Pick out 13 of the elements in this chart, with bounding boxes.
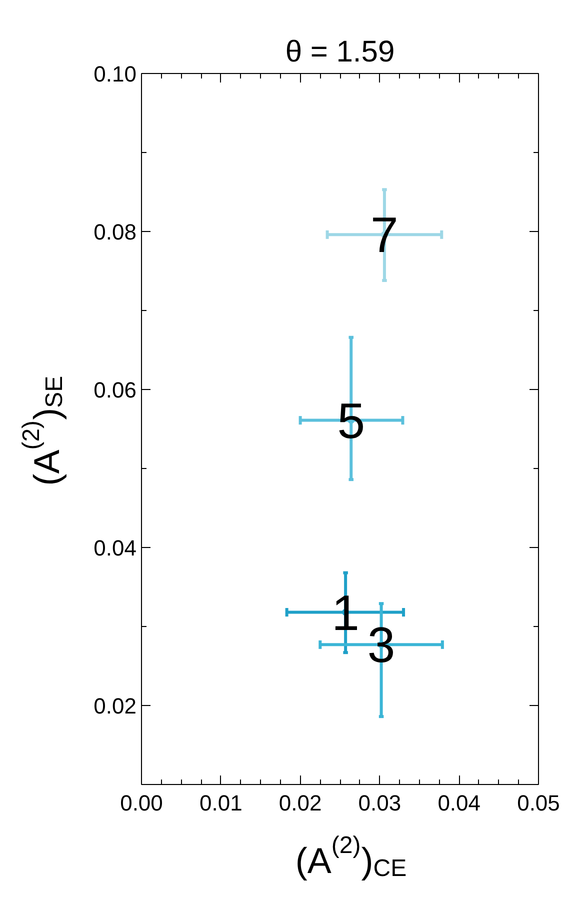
chart-title: θ = 1.59 bbox=[285, 36, 395, 68]
x-tick-label: 0.01 bbox=[199, 790, 242, 816]
y-tick-label: 0.04 bbox=[94, 536, 137, 560]
x-tick-label: 0.03 bbox=[358, 790, 402, 816]
x-tick-label: 0.05 bbox=[517, 790, 560, 816]
y-tick-label: 0.02 bbox=[94, 694, 137, 718]
y-tick-label: 0.08 bbox=[94, 220, 137, 244]
y-axis-title: (A(2))SE bbox=[18, 376, 68, 486]
y-tick-label: 0.10 bbox=[94, 62, 137, 86]
x-tick-label: 0.02 bbox=[278, 790, 322, 816]
y-tick-label: 0.06 bbox=[94, 378, 137, 402]
x-tick-label: 0.00 bbox=[120, 790, 163, 816]
x-tick-label: 0.04 bbox=[438, 790, 481, 816]
